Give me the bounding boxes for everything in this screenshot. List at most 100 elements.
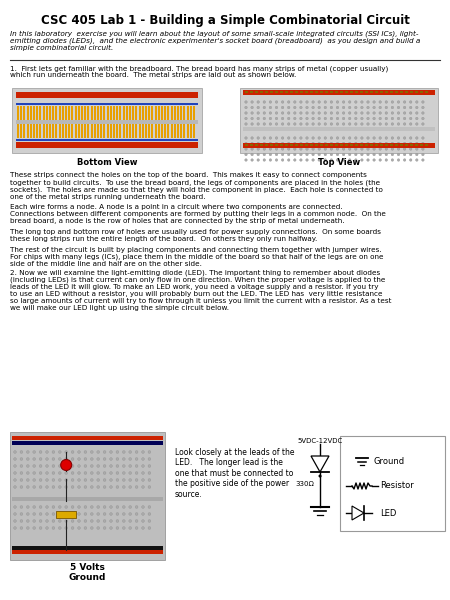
- Bar: [84, 106, 86, 120]
- Circle shape: [135, 479, 138, 481]
- Bar: [345, 143, 347, 146]
- Circle shape: [142, 458, 144, 460]
- Bar: [126, 106, 128, 120]
- Circle shape: [397, 101, 400, 103]
- Circle shape: [71, 472, 74, 475]
- Bar: [52, 124, 54, 138]
- Circle shape: [90, 512, 93, 515]
- Circle shape: [281, 101, 284, 103]
- Circle shape: [245, 117, 248, 120]
- Bar: [325, 143, 328, 146]
- Circle shape: [342, 153, 345, 156]
- Circle shape: [379, 122, 382, 125]
- Circle shape: [33, 464, 36, 467]
- Circle shape: [103, 479, 106, 481]
- Circle shape: [293, 137, 296, 139]
- Circle shape: [245, 101, 248, 103]
- Circle shape: [330, 101, 333, 103]
- Bar: [16, 139, 198, 141]
- Circle shape: [318, 148, 320, 150]
- Circle shape: [269, 137, 272, 139]
- Bar: [16, 103, 198, 105]
- Bar: [62, 106, 64, 120]
- Circle shape: [373, 112, 375, 114]
- Circle shape: [129, 451, 131, 454]
- Bar: [113, 106, 115, 120]
- Bar: [135, 106, 137, 120]
- Circle shape: [90, 458, 93, 460]
- Text: Ground: Ground: [374, 457, 405, 466]
- Bar: [155, 106, 157, 120]
- Bar: [56, 511, 76, 518]
- Circle shape: [330, 117, 333, 120]
- Circle shape: [391, 153, 394, 156]
- Circle shape: [403, 137, 406, 139]
- Circle shape: [20, 485, 23, 488]
- Circle shape: [360, 153, 363, 156]
- Circle shape: [281, 153, 284, 156]
- Text: 5 Volts
Ground: 5 Volts Ground: [69, 563, 106, 583]
- Circle shape: [288, 101, 290, 103]
- Bar: [164, 124, 166, 138]
- Circle shape: [269, 112, 272, 114]
- Bar: [33, 106, 35, 120]
- Bar: [52, 106, 54, 120]
- Circle shape: [245, 153, 248, 156]
- Circle shape: [318, 137, 320, 139]
- Circle shape: [360, 101, 363, 103]
- Circle shape: [397, 117, 400, 120]
- Circle shape: [324, 158, 327, 161]
- Circle shape: [65, 464, 68, 467]
- Circle shape: [379, 112, 382, 114]
- Circle shape: [116, 520, 119, 523]
- Circle shape: [367, 158, 369, 161]
- Circle shape: [360, 117, 363, 120]
- Circle shape: [312, 137, 315, 139]
- Circle shape: [336, 148, 339, 150]
- Text: In this laboratory  exercise you will learn about the layout of some small-scale: In this laboratory exercise you will lea…: [10, 30, 420, 52]
- Bar: [385, 143, 387, 146]
- Bar: [72, 124, 73, 138]
- Circle shape: [422, 101, 424, 103]
- Circle shape: [27, 527, 29, 529]
- Bar: [335, 143, 338, 146]
- Circle shape: [360, 158, 363, 161]
- Bar: [390, 143, 392, 146]
- Bar: [104, 106, 105, 120]
- Circle shape: [142, 520, 144, 523]
- Circle shape: [324, 153, 327, 156]
- Circle shape: [306, 142, 308, 145]
- Bar: [405, 91, 408, 93]
- Circle shape: [39, 512, 42, 515]
- Circle shape: [306, 153, 308, 156]
- Bar: [375, 143, 378, 146]
- Circle shape: [355, 153, 357, 156]
- Circle shape: [330, 137, 333, 139]
- Bar: [68, 124, 70, 138]
- Circle shape: [116, 506, 119, 508]
- Bar: [158, 124, 160, 138]
- Bar: [295, 91, 297, 93]
- Circle shape: [355, 101, 357, 103]
- Circle shape: [367, 148, 369, 150]
- Circle shape: [135, 472, 138, 475]
- Circle shape: [336, 142, 339, 145]
- Circle shape: [71, 458, 74, 460]
- Bar: [260, 143, 262, 146]
- Circle shape: [97, 506, 99, 508]
- Circle shape: [373, 117, 375, 120]
- Circle shape: [97, 527, 99, 529]
- Bar: [10, 432, 165, 560]
- Circle shape: [391, 142, 394, 145]
- Bar: [310, 91, 312, 93]
- Circle shape: [14, 464, 16, 467]
- Circle shape: [288, 106, 290, 109]
- Circle shape: [293, 142, 296, 145]
- Circle shape: [148, 451, 151, 454]
- Bar: [410, 91, 413, 93]
- Circle shape: [373, 137, 375, 139]
- Circle shape: [103, 464, 106, 467]
- Circle shape: [391, 101, 394, 103]
- Circle shape: [403, 142, 406, 145]
- Circle shape: [33, 472, 36, 475]
